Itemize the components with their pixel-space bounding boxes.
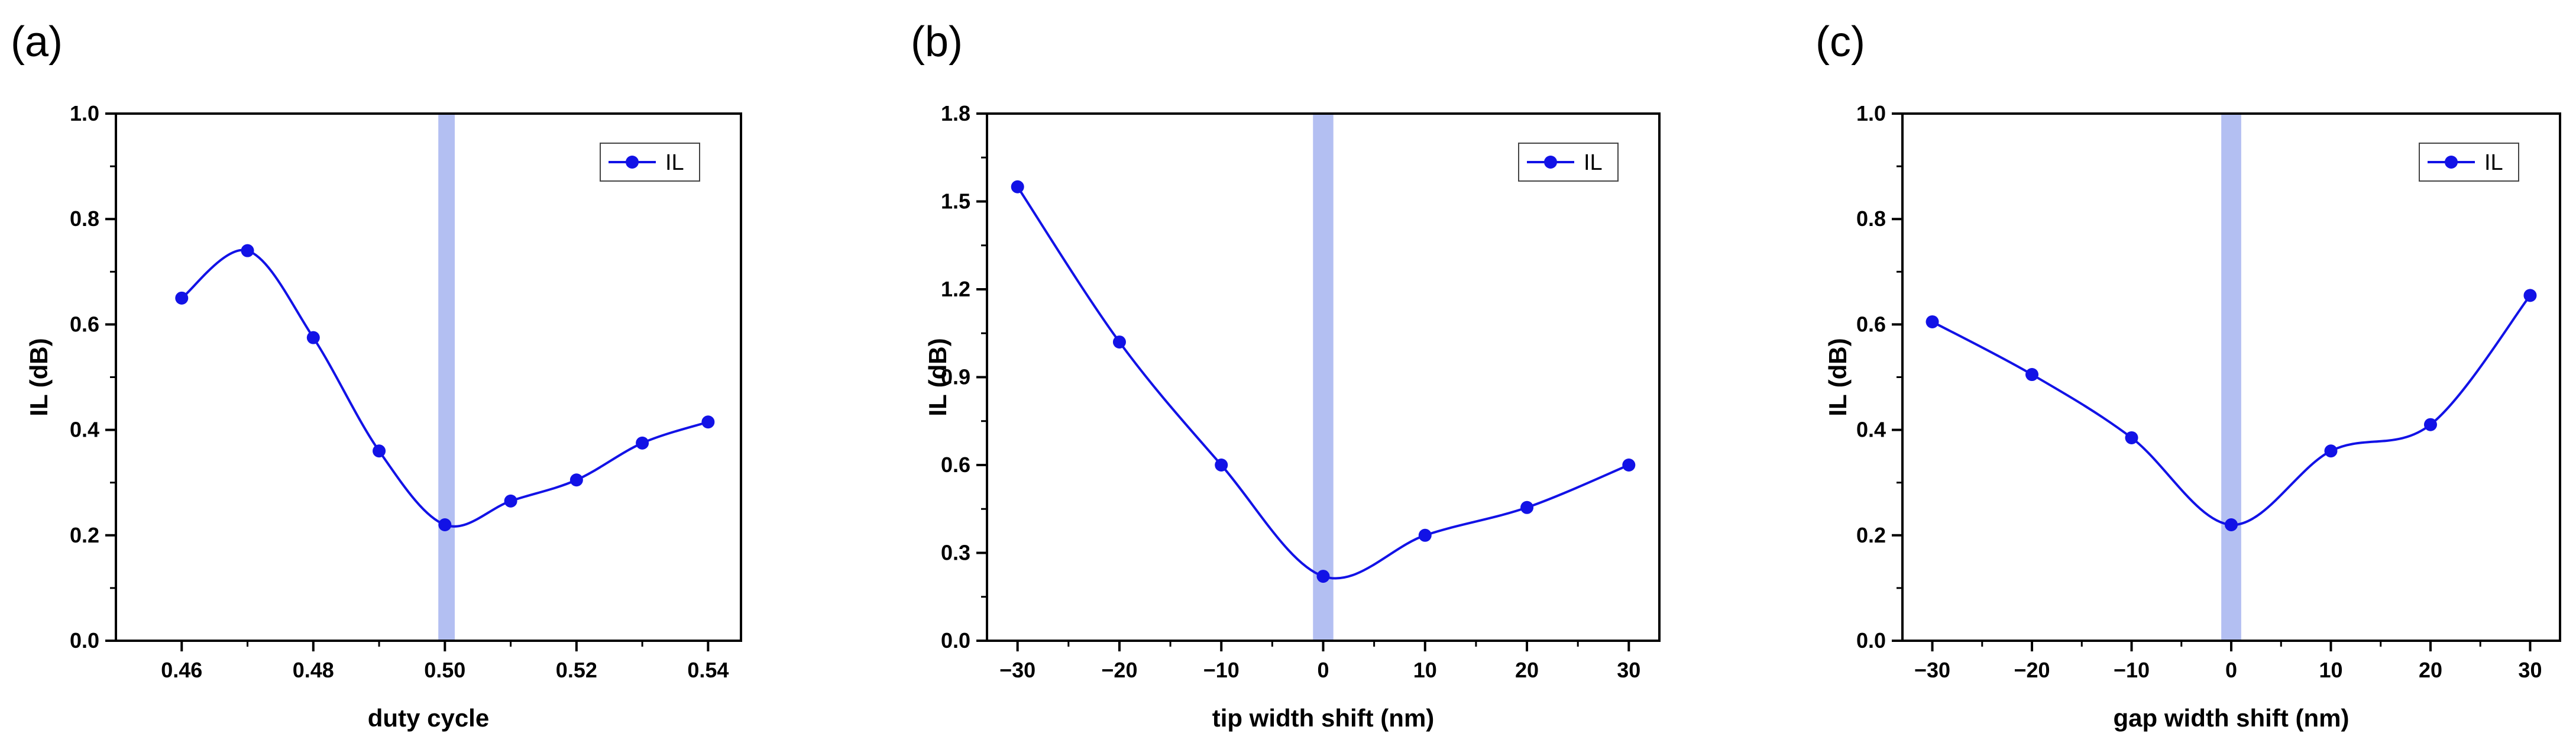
legend-label: IL [2484,150,2503,175]
data-point [1112,335,1126,349]
y-tick-label: 0.6 [941,453,970,477]
data-point [504,494,517,508]
data-point [373,444,386,458]
x-axis-title: tip width shift (nm) [1212,704,1435,732]
y-axis-title: IL (dB) [25,338,53,416]
data-point [2125,431,2138,444]
y-tick-label: 0.0 [941,628,970,653]
data-point [2423,418,2437,431]
x-tick-label: 0 [2225,658,2237,682]
data-point [1418,528,1432,542]
y-axis-title: IL (dB) [1824,338,1852,416]
legend-marker [2445,156,2458,169]
y-tick-label: 0.6 [70,312,99,336]
data-point [1011,180,1024,193]
panel-label: (b) [911,18,963,66]
x-tick-label: 30 [1617,658,1640,682]
x-tick-label: 20 [1515,658,1539,682]
x-tick-label: 0.54 [687,658,729,682]
x-tick-label: −30 [999,658,1035,682]
chart-panel-1: −30 −20 −10 0 10 20 30 0.0 0.3 0.6 0.9 1.2 1.5 1.8 tip… [911,18,1661,732]
y-tick-label: 0.4 [70,418,99,442]
y-tick-label: 0.8 [1856,206,1886,231]
legend: IL [1518,143,1619,182]
data-point [1316,570,1330,583]
data-point [2025,368,2039,382]
x-tick-label: −30 [1914,658,1950,682]
legend: IL [600,143,700,182]
y-tick-label: 1.8 [941,101,970,125]
y-tick-label: 0.9 [941,365,970,389]
data-point [175,291,189,305]
highlight-band [2221,114,2241,641]
y-tick-label: 0.0 [1856,628,1886,653]
data-point [1925,315,1939,328]
data-point [636,436,649,450]
data-point [569,473,583,487]
x-tick-label: 10 [2319,658,2342,682]
x-tick-label: −10 [2114,658,2150,682]
y-tick-label: 0.6 [1856,312,1886,336]
data-point [2523,289,2537,302]
legend-marker [1544,156,1557,169]
y-tick-label: 0.2 [70,523,99,547]
x-tick-label: 0 [1317,658,1329,682]
data-point [306,331,320,344]
panel-label: (c) [1816,18,1865,66]
legend-marker [626,156,639,169]
x-tick-label: 30 [2518,658,2542,682]
legend-label: IL [665,150,684,175]
y-tick-label: 1.5 [941,189,970,214]
y-tick-label: 0.3 [941,541,970,565]
x-tick-label: 0.46 [161,658,202,682]
highlight-band [1313,114,1334,641]
y-tick-label: 0.2 [1856,523,1886,547]
data-point [438,518,452,531]
x-tick-label: 0.48 [293,658,334,682]
data-point [241,244,254,257]
y-tick-label: 1.2 [941,277,970,301]
y-axis-title: IL (dB) [924,338,952,416]
data-point [2225,518,2238,531]
x-tick-label: 10 [1413,658,1437,682]
y-tick-label: 0.4 [1856,418,1886,442]
x-axis-title: duty cycle [368,704,489,732]
x-tick-label: −20 [1101,658,1137,682]
data-point [1520,501,1534,514]
x-axis-title: gap width shift (nm) [2114,704,2350,732]
series-line [181,248,708,528]
y-tick-label: 1.0 [1856,101,1886,125]
x-tick-label: 20 [2419,658,2442,682]
panel-label: (a) [11,18,63,66]
x-tick-label: −20 [2014,658,2050,682]
x-tick-label: 0.52 [556,658,597,682]
legend-label: IL [1584,150,1603,175]
legend: IL [2419,143,2519,182]
y-tick-label: 0.8 [70,206,99,231]
x-tick-label: −10 [1203,658,1240,682]
chart-panel-0: 0.46 0.48 0.50 0.52 0.54 0.0 0.2 0.4 0.6 0.8 1.0 du… [11,18,742,732]
data-point [701,415,715,429]
data-point [2324,444,2338,458]
y-tick-label: 1.0 [70,101,99,125]
data-point [1622,459,1636,472]
chart-panel-2: −30 −20 −10 0 10 20 30 0.0 0.2 0.4 0.6 0.8 1.0 gap wi… [1816,18,2561,732]
highlight-band [438,114,455,641]
x-tick-label: 0.50 [424,658,465,682]
y-tick-label: 0.0 [70,628,99,653]
plot-frame [115,112,742,642]
data-point [1215,459,1228,472]
